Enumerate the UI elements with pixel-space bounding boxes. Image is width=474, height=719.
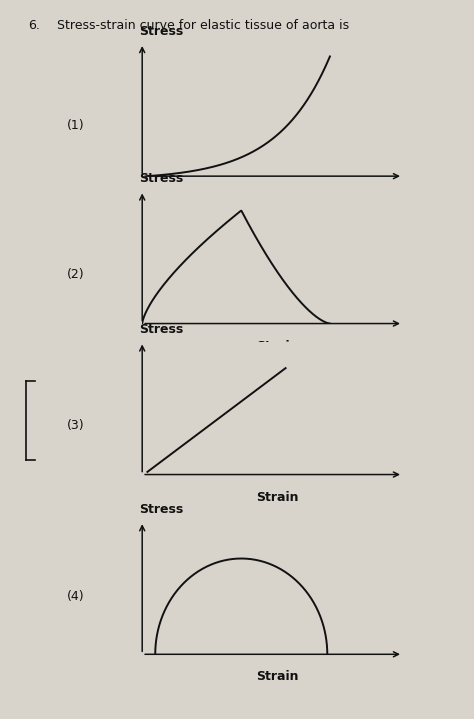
Text: (4): (4) [67, 590, 85, 603]
Text: Strain: Strain [256, 670, 299, 683]
Text: (3): (3) [67, 419, 85, 432]
Text: Stress: Stress [139, 503, 184, 516]
Text: Strain: Strain [256, 339, 299, 352]
Text: Stress: Stress [139, 324, 184, 336]
Text: (2): (2) [67, 268, 85, 281]
Text: 6.: 6. [28, 19, 40, 32]
Text: (1): (1) [67, 119, 85, 132]
Text: Stress-strain curve for elastic tissue of aorta is: Stress-strain curve for elastic tissue o… [57, 19, 349, 32]
Text: Stress: Stress [139, 173, 184, 186]
Text: Stress: Stress [139, 25, 184, 38]
Text: Strain: Strain [256, 490, 299, 503]
Text: Strain: Strain [256, 192, 299, 205]
